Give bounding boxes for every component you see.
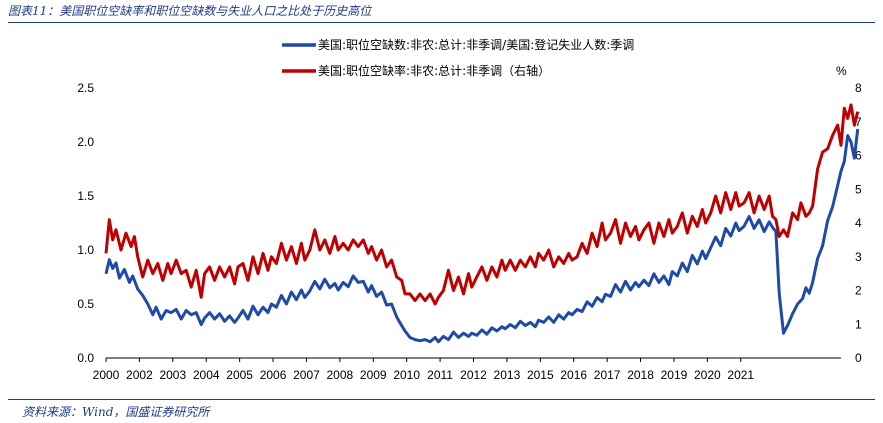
chart: 美国:职位空缺数:非农:总计:非季调/美国:登记失业人数:季调 美国:职位空缺率…	[77, 37, 862, 382]
x-tick-label: 2000	[93, 368, 120, 382]
x-tick-label: 2008	[327, 368, 354, 382]
y-right-tick-label: 3	[855, 250, 862, 264]
axes: 0.0 0.5 1.0 1.5 2.0 2.5 0 1 2 3 4 5 6 7 8 2000 2002 2003 2…	[77, 81, 862, 382]
y-right-tick-label: 6	[855, 149, 862, 163]
x-tick-label: 2013	[494, 368, 521, 382]
x-tick-label: 2012	[460, 368, 487, 382]
y-right-tick-label: 4	[855, 216, 862, 230]
y-left-tick-label: 1.5	[77, 189, 94, 203]
x-tick-label: 2005	[226, 368, 253, 382]
figure-title: 图表11：美国职位空缺率和职位空缺数与失业人口之比处于历史高位	[8, 4, 372, 18]
x-tick-label: 2017	[594, 368, 621, 382]
x-tick-label: 2004	[193, 368, 220, 382]
source-note: 资料来源：Wind，国盛证券研究所	[22, 405, 210, 419]
y-left-tick-label: 0.5	[77, 297, 94, 311]
legend-label-series2: 美国:职位空缺率:非农:总计:非季调（右轴）	[318, 63, 550, 78]
x-tick-label: 2009	[360, 368, 387, 382]
x-tick-label: 2003	[159, 368, 186, 382]
x-tick-label: 2021	[727, 368, 754, 382]
top-rule	[8, 22, 875, 23]
x-tick-label: 2002	[126, 368, 153, 382]
x-tick-label: 2019	[661, 368, 688, 382]
y-left-tick-label: 2.0	[77, 135, 94, 149]
y-left-tick-label: 0.0	[77, 351, 94, 365]
y-left-tick-label: 2.5	[77, 81, 94, 95]
legend-label-series1: 美国:职位空缺数:非农:总计:非季调/美国:登记失业人数:季调	[318, 37, 634, 52]
y-right-tick-label: 0	[855, 351, 862, 365]
y-right-tick-label: 8	[855, 81, 862, 95]
series-line-2	[104, 103, 860, 306]
x-tick-label: 2006	[260, 368, 287, 382]
series-layer	[104, 103, 860, 344]
y-right-tick-label: 1	[855, 317, 862, 331]
legend: 美国:职位空缺数:非农:总计:非季调/美国:登记失业人数:季调 美国:职位空缺率…	[282, 37, 634, 78]
y-right-tick-label: 5	[855, 182, 862, 196]
x-tick-label: 2016	[560, 368, 587, 382]
x-tick-label: 2020	[694, 368, 721, 382]
right-axis-unit: %	[836, 64, 847, 78]
y-left-tick-label: 1.0	[77, 243, 94, 257]
y-right-tick-label: 2	[855, 284, 862, 298]
x-tick-label: 2007	[293, 368, 320, 382]
y-right-tick-label: 7	[855, 115, 862, 129]
bottom-rule	[8, 399, 875, 400]
x-tick-label: 2011	[427, 368, 453, 382]
x-tick-label: 2018	[627, 368, 654, 382]
series-line-1	[104, 128, 860, 344]
x-tick-label: 2010	[393, 368, 420, 382]
x-tick-label: 2015	[527, 368, 554, 382]
